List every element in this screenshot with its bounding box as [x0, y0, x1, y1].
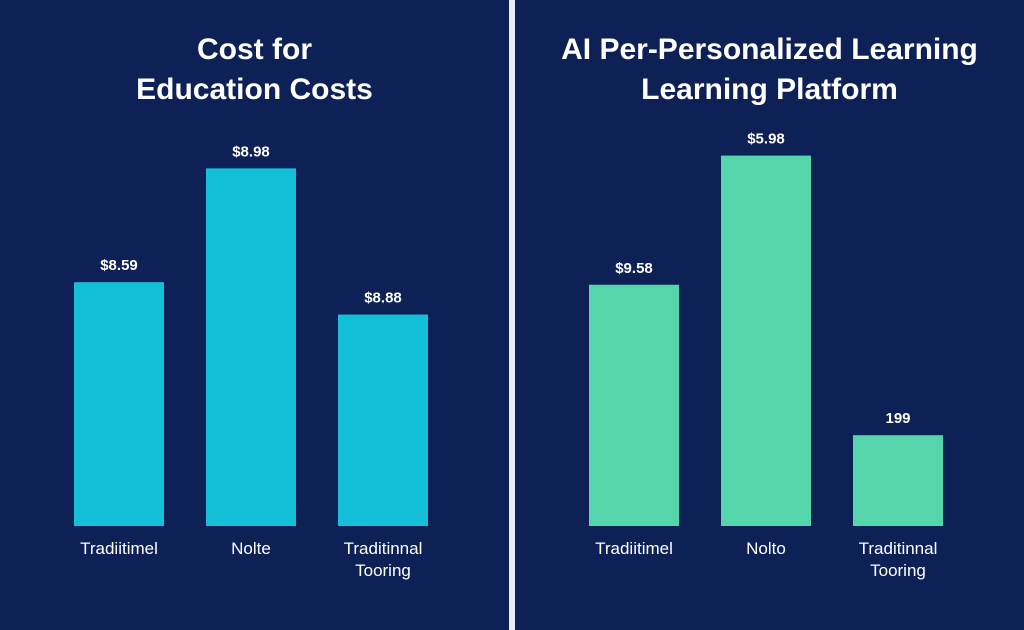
right-bar-1-value-label: $9.58 — [615, 260, 653, 277]
right-bar-chart: $9.58 Tradiitimel $5.98 Nolto 199 Traditinnal… — [589, 131, 943, 580]
left-chart-panel: Cost for Education Costs $8.59 Tradiitime… — [0, 0, 509, 630]
panel-divider — [509, 0, 515, 630]
right-chart-panel: AI Per-Personalized Learning Learning Pl… — [515, 0, 1024, 630]
left-bar-3-value-label: $8.88 — [364, 290, 402, 307]
left-bar-chart: $8.59 Tradiitimel $8.98 Nolte $8.88 Traditinn… — [74, 143, 428, 580]
right-category-label-3-line-1: Traditinnal — [859, 539, 938, 558]
left-bar-2 — [206, 168, 296, 526]
left-category-label-1: Tradiitimel — [80, 539, 158, 558]
right-bar-3-value-label: 199 — [885, 410, 910, 427]
left-bar-1 — [74, 282, 164, 526]
left-bar-1-value-label: $8.59 — [100, 257, 138, 274]
right-bar-2 — [721, 155, 811, 526]
right-category-label-3-line-2: Tooring — [870, 561, 926, 580]
right-category-label-2: Nolto — [746, 539, 786, 558]
right-chart-title-line-2: Learning Platform — [641, 73, 898, 106]
right-bar-3 — [853, 435, 943, 526]
right-chart-title-line-1: AI Per-Personalized Learning — [561, 33, 978, 66]
left-bar-3 — [338, 314, 428, 526]
left-chart-title-line-1: Cost for — [197, 33, 312, 66]
left-chart-title-line-2: Education Costs — [136, 73, 373, 106]
left-bar-2-value-label: $8.98 — [232, 143, 270, 160]
left-chart-title: Cost for Education Costs — [0, 30, 509, 110]
right-bar-2-value-label: $5.98 — [747, 131, 785, 148]
left-category-label-2: Nolte — [231, 539, 271, 558]
left-category-label-3-line-1: Traditinnal — [344, 539, 423, 558]
right-chart-title: AI Per-Personalized Learning Learning Pl… — [515, 30, 1024, 110]
right-bar-1 — [589, 284, 679, 526]
right-category-label-1: Tradiitimel — [595, 539, 673, 558]
left-category-label-3-line-2: Tooring — [355, 561, 411, 580]
